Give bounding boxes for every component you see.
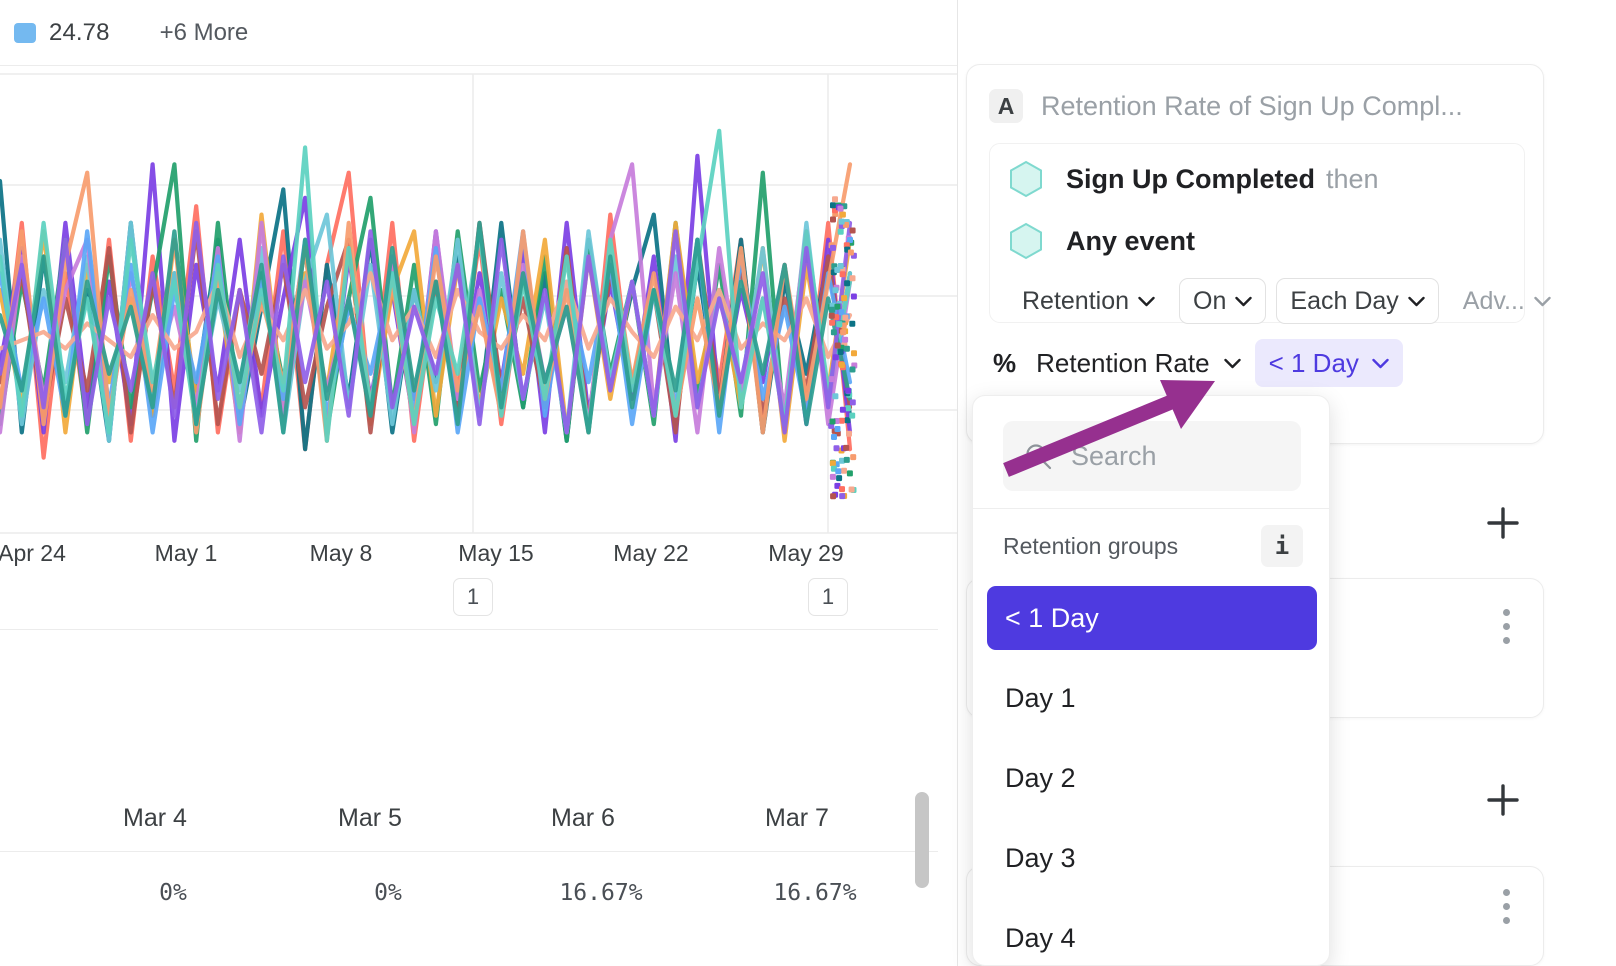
dropdown-item-label: Day 2 (1005, 762, 1076, 793)
table-column-header: Mar 5 (338, 804, 402, 832)
axis-badge[interactable]: 1 (808, 578, 848, 616)
legend-value: 24.78 (49, 18, 110, 46)
control-label: Retention (1022, 286, 1130, 315)
table-column-header: Mar 4 (123, 804, 187, 832)
kebab-menu-icon[interactable] (1503, 889, 1511, 925)
event-label-1: Any event (1066, 226, 1195, 257)
chart-x-axis: Apr 24 May 1 May 8 May 15 May 22 May 29 (0, 536, 958, 578)
kebab-menu-icon[interactable] (1503, 609, 1511, 645)
table-cell: 0% (159, 880, 187, 906)
retention-group-dropdown: Retention groups i < 1 Day Day 1 Day 2 Day … (972, 395, 1330, 966)
dropdown-item-day-1[interactable]: Day 1 (987, 666, 1317, 730)
x-axis-tick: May 29 (768, 540, 844, 566)
table-column-header: Mar 7 (765, 804, 829, 832)
control-retention[interactable]: Retention (1008, 278, 1169, 324)
retention-group-selector[interactable]: < 1 Day (1254, 339, 1403, 387)
search-icon (1026, 444, 1052, 470)
dropdown-item-label: < 1 Day (1005, 602, 1099, 633)
event-suffix-0: then (1326, 163, 1379, 194)
query-title-row[interactable]: A Retention Rate of Sign Up Compl... (989, 89, 1463, 123)
dropdown-item-day-4[interactable]: Day 4 (987, 906, 1317, 965)
chart-legend: 24.78 +6 More (0, 0, 958, 66)
control-each-day[interactable]: Each Day (1276, 278, 1439, 324)
chart-svg (0, 73, 958, 534)
dropdown-group-header: Retention groups i (1003, 524, 1303, 568)
chevron-down-icon (1138, 296, 1155, 306)
metric-name-label: Retention Rate (1036, 347, 1210, 378)
add-filter-button[interactable] (1483, 780, 1523, 820)
legend-swatch (14, 22, 36, 43)
x-axis-tick: Apr 24 (0, 540, 66, 566)
dropdown-item-label: Day 1 (1005, 682, 1076, 713)
events-box: Sign Up Completed then Any event Retentio… (989, 143, 1551, 324)
control-on[interactable]: On (1179, 278, 1267, 324)
chevron-down-icon (1372, 358, 1389, 368)
legend-more-button[interactable]: +6 More (159, 18, 249, 46)
query-controls-row: Retention On Each Day Adv... (1008, 278, 1565, 324)
query-builder-panel: A Retention Rate of Sign Up Compl... Sig… (958, 0, 1616, 966)
chevron-down-icon (1534, 296, 1551, 306)
hexagon-icon (1010, 222, 1042, 260)
axis-badge[interactable]: 1 (453, 578, 493, 616)
percent-symbol: % (993, 347, 1017, 378)
dropdown-divider (973, 508, 1329, 509)
control-label: Each Day (1290, 286, 1399, 315)
dropdown-item-label: Day 3 (1005, 842, 1076, 873)
search-input[interactable] (1071, 440, 1281, 472)
metric-row: % Retention Rate < 1 Day (993, 339, 1403, 387)
table-header-row: Mar 4 Mar 5 Mar 6 Mar 7 (0, 788, 938, 852)
control-label: On (1193, 286, 1227, 315)
info-icon[interactable]: i (1261, 525, 1303, 567)
add-query-button[interactable] (1483, 503, 1523, 543)
event-row-1[interactable]: Any event (1008, 222, 1195, 260)
chart-panel: 24.78 +6 More Apr 24 May 1 May 8 May 15 May … (0, 0, 958, 966)
retention-table: Mar 4 Mar 5 Mar 6 Mar 7 0% 0% 16.67% 16.67% (0, 630, 938, 966)
hexagon-icon (1010, 160, 1042, 198)
table-row: 0% 0% 16.67% 16.67% (0, 852, 938, 932)
table-scrollbar-thumb[interactable] (915, 792, 929, 888)
group-header-label: Retention groups (1003, 532, 1179, 559)
control-label: Adv... (1462, 286, 1525, 315)
metric-selector[interactable]: Retention Rate (1036, 347, 1241, 379)
dropdown-search-box[interactable] (1003, 421, 1301, 491)
control-adv[interactable]: Adv... (1449, 278, 1565, 324)
line-chart[interactable] (0, 66, 958, 536)
table-cell: 0% (374, 880, 402, 906)
event-name-0: Sign Up Completed (1066, 163, 1315, 194)
event-row-0[interactable]: Sign Up Completed then (1008, 160, 1379, 198)
dropdown-item-label: Day 4 (1005, 922, 1076, 953)
x-axis-tick: May 15 (458, 540, 534, 566)
chevron-down-icon (1408, 296, 1425, 306)
table-cell: 16.67% (559, 880, 643, 906)
chevron-down-icon (1223, 358, 1241, 368)
retention-group-label: < 1 Day (1268, 347, 1359, 378)
query-letter-chip: A (989, 89, 1023, 123)
x-axis-tick: May 1 (154, 540, 218, 566)
table-column-header: Mar 6 (551, 804, 615, 832)
chart-bottom-divider (0, 629, 938, 630)
dropdown-item-day-2[interactable]: Day 2 (987, 746, 1317, 810)
query-card: A Retention Rate of Sign Up Compl... Sig… (966, 64, 1551, 444)
table-scrollbar[interactable] (912, 632, 930, 966)
x-axis-tick: May 22 (613, 540, 689, 566)
dropdown-item-1-day[interactable]: < 1 Day (987, 586, 1317, 650)
table-cell: 16.67% (773, 880, 857, 906)
dropdown-item-day-3[interactable]: Day 3 (987, 826, 1317, 890)
event-label-0: Sign Up Completed then (1066, 164, 1379, 195)
x-axis-tick: May 8 (309, 540, 373, 566)
panel-divider (957, 0, 958, 966)
query-title[interactable]: Retention Rate of Sign Up Compl... (1041, 90, 1463, 121)
event-name-1: Any event (1066, 225, 1196, 256)
chevron-down-icon (1235, 296, 1253, 306)
